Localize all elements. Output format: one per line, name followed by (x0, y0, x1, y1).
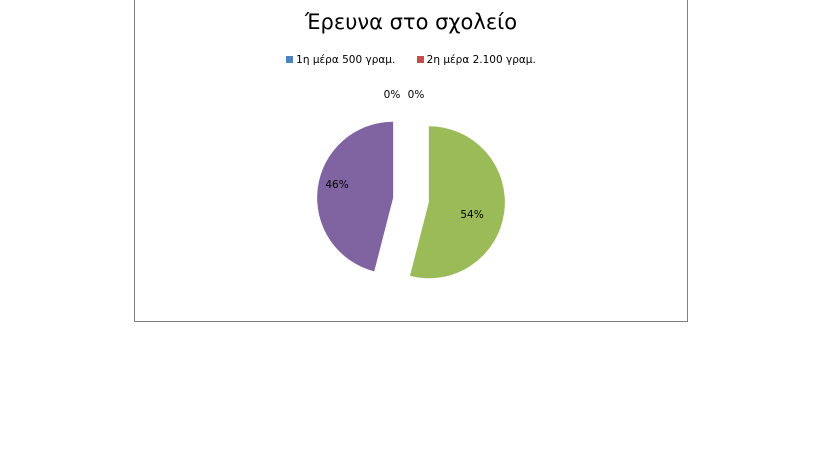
legend-swatch-day-2 (416, 56, 424, 63)
legend-swatch-day-1 (286, 56, 294, 63)
data-label-slice-4: 46% (325, 179, 348, 191)
pie-chart: 0% 0% 54% 46% (317, 89, 505, 279)
legend-entry-day-2: 2η μέρα 2.100 γραμ. (416, 54, 536, 66)
legend-label-day-2: 2η μέρα 2.100 γραμ. (426, 54, 536, 66)
legend-label-day-1: 1η μέρα 500 γραμ. (296, 54, 396, 66)
pie-slice-4 (317, 121, 394, 272)
chart-legend: 1η μέρα 500 γραμ. 2η μέρα 2.100 γραμ. (135, 54, 687, 66)
chart-title: Έρευνα στο σχολείο (304, 10, 518, 34)
pie-slice-3 (409, 126, 505, 279)
legend-entry-day-1: 1η μέρα 500 γραμ. (286, 54, 395, 66)
data-label-slice-3: 54% (460, 209, 483, 221)
data-label-slice-2: 0% (408, 89, 425, 101)
chart-area: Έρευνα στο σχολείο 1η μέρα 500 γραμ. 2η … (134, 0, 688, 322)
data-label-slice-1: 0% (384, 89, 401, 101)
